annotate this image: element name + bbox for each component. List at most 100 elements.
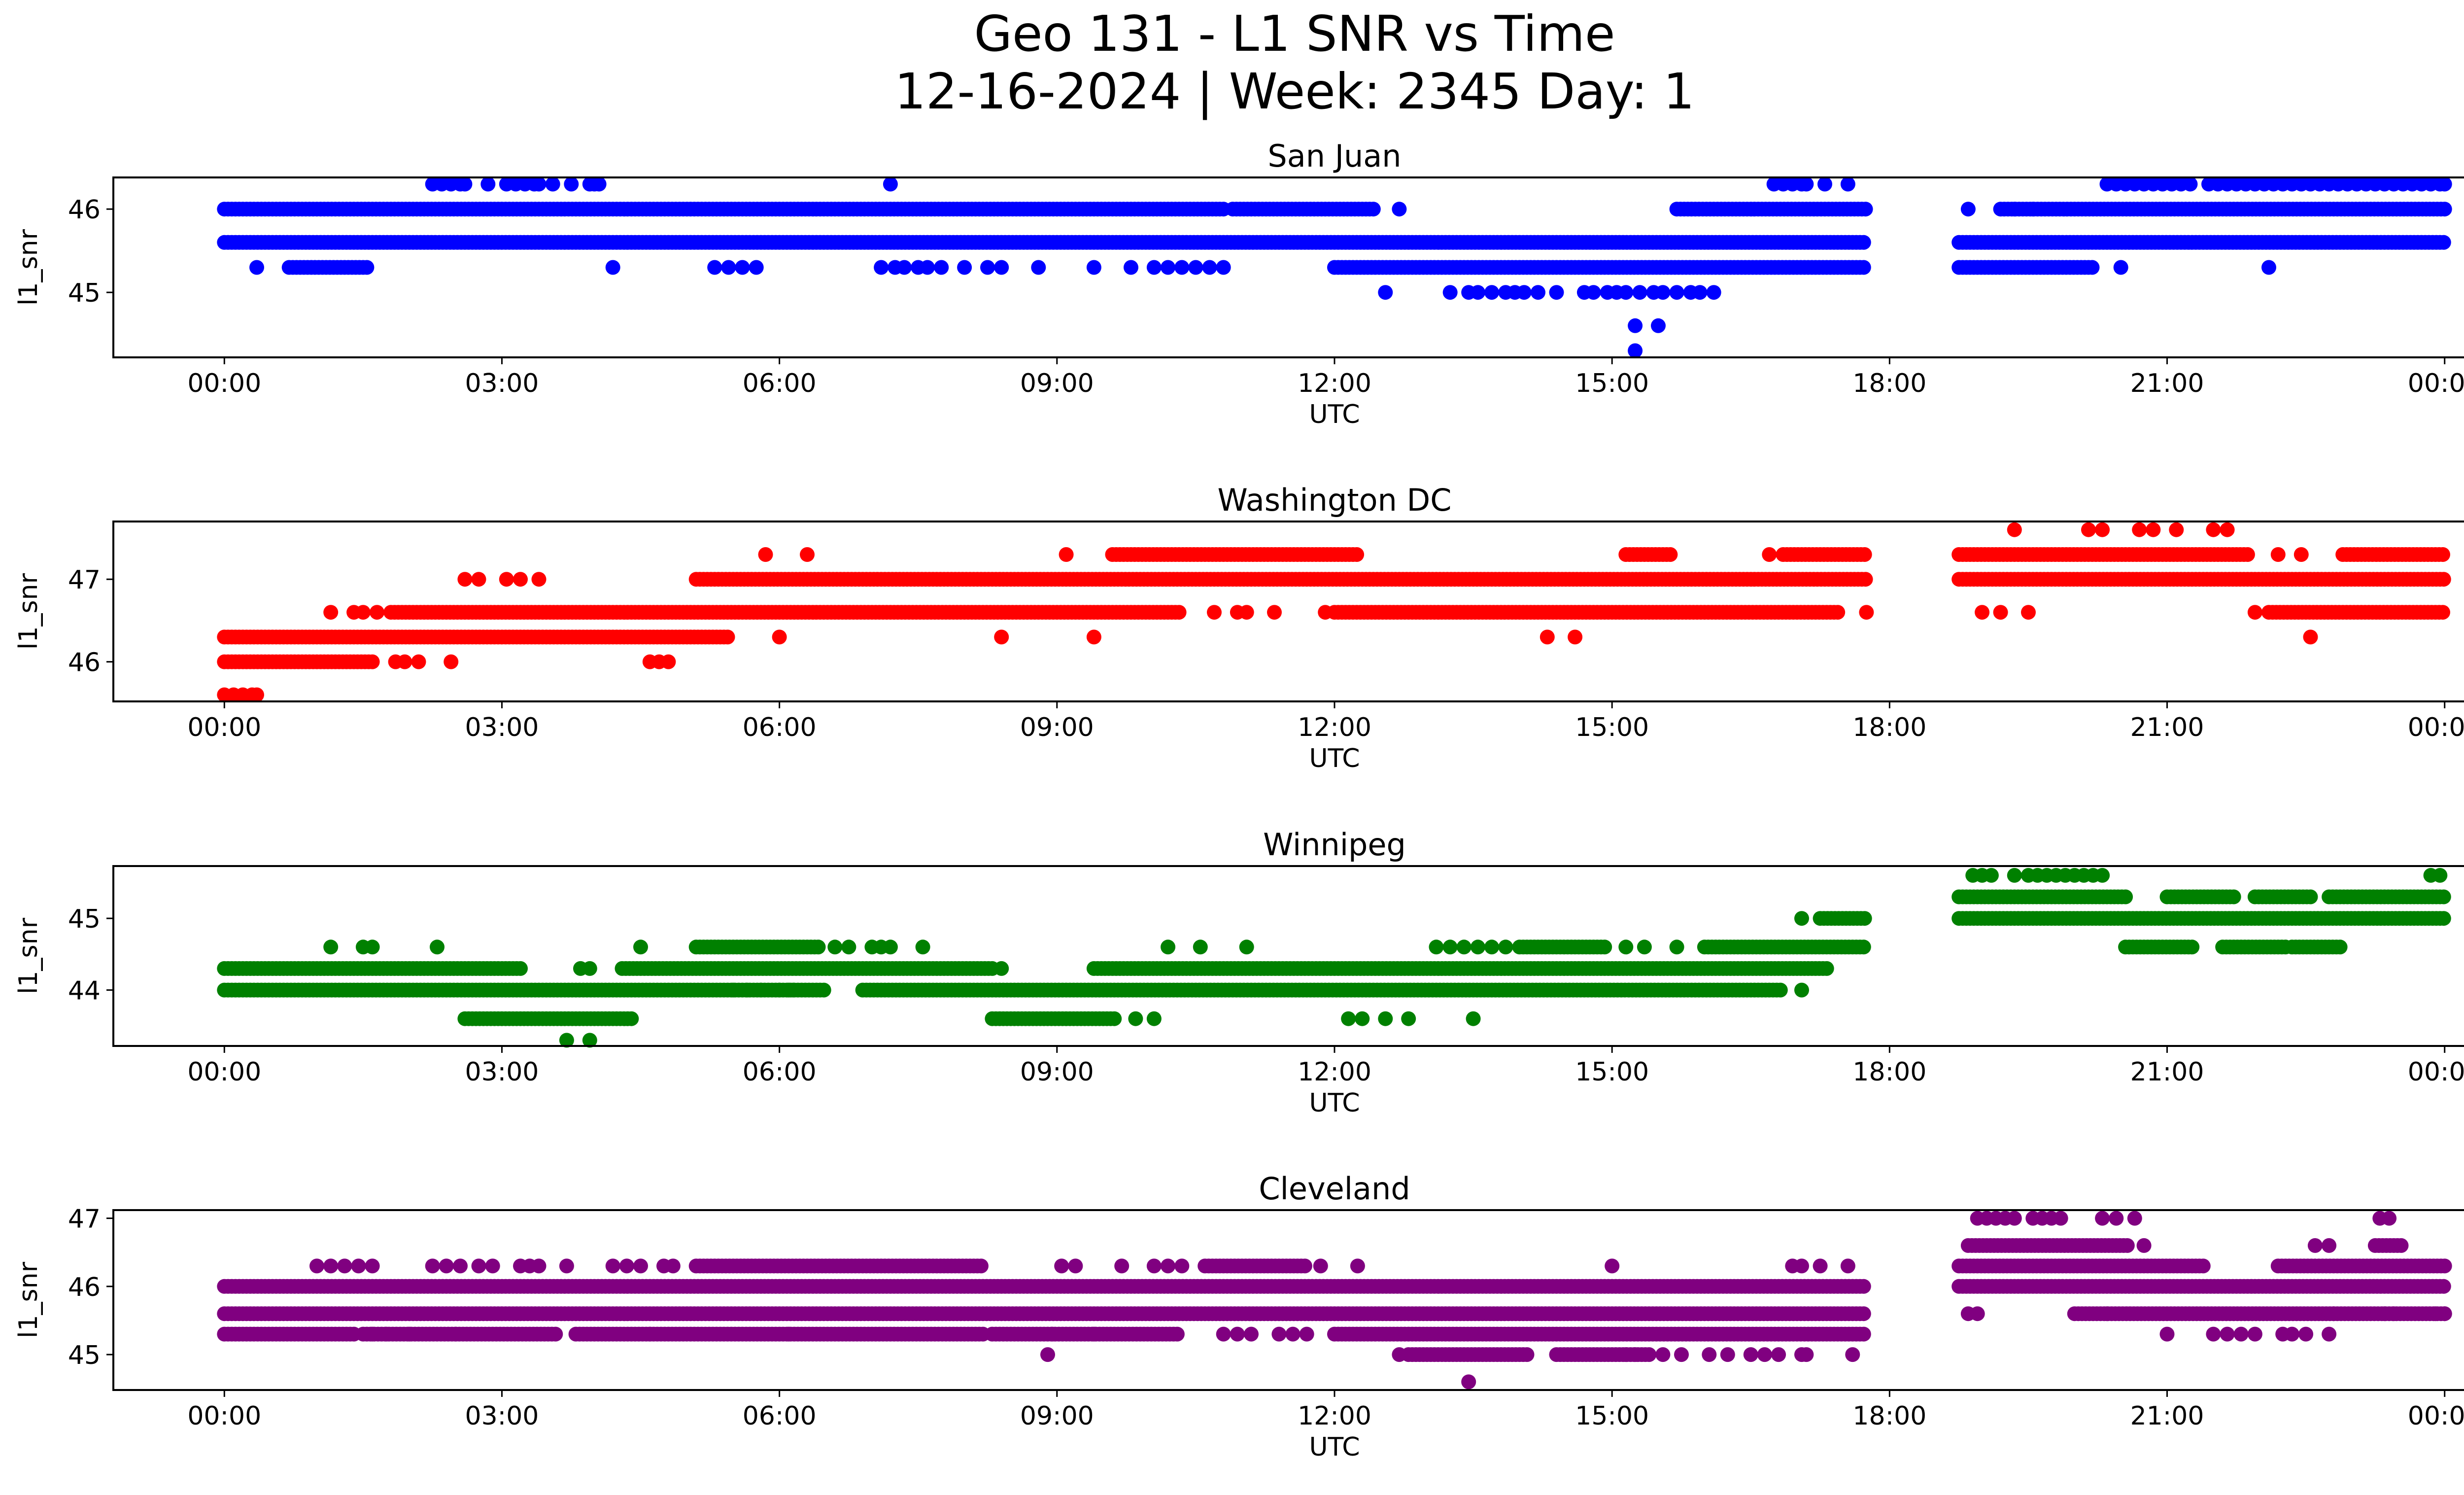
data-point — [2303, 889, 2318, 904]
subplot-title: Washington DC — [1217, 482, 1451, 518]
subplot-title: Cleveland — [1259, 1171, 1410, 1207]
data-point — [874, 260, 889, 275]
data-point — [1960, 202, 1976, 217]
data-point — [1618, 939, 1634, 955]
data-point — [811, 939, 826, 955]
data-point — [720, 629, 735, 645]
x-tick-label: 06:00 — [743, 1057, 817, 1087]
data-point — [915, 939, 930, 955]
data-point — [1349, 547, 1365, 562]
data-point — [1171, 605, 1187, 620]
x-tick-label: 00:00 — [187, 369, 261, 398]
data-point — [619, 1258, 634, 1274]
y-tick-label: 46 — [68, 648, 101, 678]
x-tick-label: 18:00 — [1852, 369, 1926, 398]
data-point — [365, 1258, 380, 1274]
y-tick-label: 45 — [68, 904, 101, 934]
data-point — [559, 1258, 574, 1274]
data-point — [1597, 939, 1612, 955]
data-point — [1628, 318, 1643, 333]
x-tick-label: 21:00 — [2130, 369, 2204, 398]
data-point — [1857, 911, 1872, 926]
data-point — [1975, 605, 1990, 620]
x-axis-label: UTC — [1309, 744, 1360, 773]
data-point — [1516, 285, 1532, 300]
data-point — [2332, 939, 2348, 955]
data-point — [370, 605, 384, 620]
data-point — [2169, 522, 2184, 537]
data-point — [994, 629, 1009, 645]
subplot-title: San Juan — [1267, 138, 1401, 174]
data-point — [1540, 629, 1555, 645]
data-point — [1401, 1011, 1416, 1026]
x-tick-label: 06:00 — [743, 713, 817, 742]
data-point — [1174, 1258, 1190, 1274]
data-point — [786, 982, 801, 998]
data-point — [1637, 939, 1652, 955]
y-tick-label: 44 — [68, 976, 101, 1006]
figure-title-line2: 12-16-2024 | Week: 2345 Day: 1 — [894, 63, 1694, 120]
data-point — [453, 1258, 468, 1274]
data-point — [1840, 1258, 1855, 1274]
data-point — [1830, 605, 1846, 620]
data-point — [2113, 260, 2128, 275]
data-point — [2007, 868, 2022, 883]
data-point — [2226, 889, 2241, 904]
data-point — [758, 547, 773, 562]
y-axis-label: l1_snr — [14, 573, 43, 650]
data-point — [2261, 260, 2276, 275]
data-point — [1378, 1011, 1393, 1026]
data-point — [1267, 605, 1282, 620]
data-point — [721, 260, 736, 275]
data-point — [739, 982, 754, 998]
data-point — [323, 1258, 339, 1274]
data-point — [1773, 982, 1788, 998]
data-point — [1856, 235, 1871, 250]
x-tick-label: 18:00 — [1852, 713, 1926, 742]
data-point — [1549, 285, 1564, 300]
data-point — [2436, 572, 2451, 587]
data-point — [480, 176, 496, 192]
data-point — [827, 939, 843, 955]
x-tick-label: 21:00 — [2130, 1057, 2204, 1087]
data-point — [753, 982, 769, 998]
data-point — [1484, 939, 1500, 955]
data-point — [1239, 939, 1254, 955]
data-point — [337, 1258, 352, 1274]
data-point — [1442, 285, 1458, 300]
data-point — [2436, 911, 2451, 926]
data-point — [1442, 939, 1458, 955]
data-point — [1628, 343, 1643, 358]
y-tick-label: 46 — [68, 195, 101, 225]
data-point — [365, 939, 380, 955]
data-point — [249, 687, 264, 702]
figure-title-line1: Geo 131 - L1 SNR vs Time — [974, 5, 1615, 63]
data-point — [883, 939, 898, 955]
data-point — [2382, 1211, 2397, 1226]
data-point — [665, 1258, 681, 1274]
data-point — [1819, 961, 1834, 976]
data-point — [994, 961, 1009, 976]
x-tick-label: 15:00 — [1575, 713, 1649, 742]
data-point — [1651, 318, 1666, 333]
data-point — [1456, 939, 1472, 955]
data-point — [1174, 260, 1190, 275]
data-point — [725, 982, 741, 998]
data-point — [1086, 260, 1101, 275]
x-tick-label: 06:00 — [743, 369, 817, 398]
data-point — [1471, 939, 1485, 955]
data-point — [1086, 629, 1101, 645]
data-point — [2146, 522, 2161, 537]
data-point — [2436, 235, 2451, 250]
data-point — [2240, 547, 2255, 562]
data-point — [1663, 547, 1678, 562]
data-point — [934, 260, 949, 275]
data-point — [2206, 522, 2221, 537]
data-point — [1378, 285, 1393, 300]
data-point — [2307, 1238, 2323, 1253]
data-point — [1762, 547, 1777, 562]
data-point — [545, 176, 560, 192]
data-point — [1669, 285, 1684, 300]
